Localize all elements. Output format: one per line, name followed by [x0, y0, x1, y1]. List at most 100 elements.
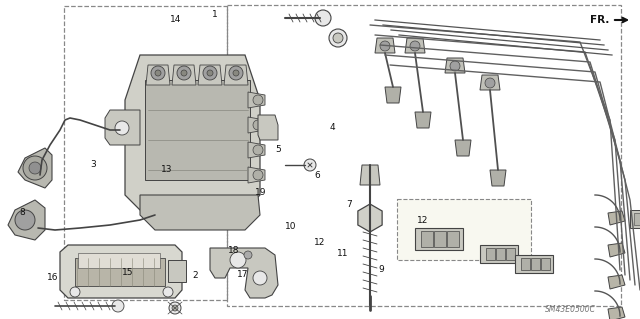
Text: 12: 12 [417, 216, 428, 225]
Polygon shape [405, 38, 425, 53]
Polygon shape [198, 65, 222, 85]
Circle shape [172, 305, 178, 311]
Polygon shape [445, 58, 465, 73]
Circle shape [410, 41, 420, 51]
Polygon shape [210, 248, 278, 298]
Circle shape [380, 41, 390, 51]
Circle shape [115, 121, 129, 135]
Bar [521, 258, 530, 270]
Polygon shape [248, 92, 265, 108]
Polygon shape [480, 75, 500, 90]
Bar [64, 6, 227, 300]
Bar [496, 248, 505, 260]
Bar [634, 213, 640, 225]
Text: 16: 16 [47, 273, 58, 282]
Circle shape [207, 70, 213, 76]
Polygon shape [146, 65, 170, 85]
Bar [480, 245, 518, 263]
Text: 7: 7 [346, 200, 351, 209]
Circle shape [450, 61, 460, 71]
Bar [145, 80, 250, 180]
Text: 8: 8 [20, 208, 25, 217]
Circle shape [315, 10, 331, 26]
Text: 5: 5 [276, 145, 281, 154]
Polygon shape [490, 170, 506, 186]
Circle shape [304, 159, 316, 171]
Circle shape [485, 78, 495, 88]
Text: 19: 19 [255, 189, 267, 197]
Polygon shape [415, 112, 431, 128]
Polygon shape [224, 65, 248, 85]
Text: 3: 3 [90, 160, 95, 169]
Text: SM43E0500C: SM43E0500C [545, 306, 595, 315]
Circle shape [169, 302, 181, 314]
Text: FR.: FR. [589, 15, 609, 25]
Circle shape [253, 95, 263, 105]
Text: 13: 13 [161, 165, 172, 174]
Circle shape [151, 66, 165, 80]
Circle shape [253, 170, 263, 180]
Text: 11: 11 [337, 249, 348, 258]
Text: 6: 6 [314, 171, 319, 180]
Bar [531, 258, 540, 270]
Bar [397, 199, 531, 260]
Polygon shape [608, 275, 625, 289]
Circle shape [177, 66, 191, 80]
Bar [421, 231, 433, 247]
Polygon shape [248, 117, 265, 133]
Circle shape [244, 251, 252, 259]
Polygon shape [375, 38, 395, 53]
Bar [486, 248, 495, 260]
Polygon shape [172, 65, 196, 85]
Bar [447, 231, 459, 247]
Circle shape [29, 162, 41, 174]
Circle shape [203, 66, 217, 80]
Bar [541, 258, 550, 270]
Polygon shape [358, 204, 382, 232]
Polygon shape [608, 307, 625, 319]
Text: 4: 4 [330, 123, 335, 132]
Circle shape [70, 287, 80, 297]
Bar [75, 258, 165, 286]
Text: 2: 2 [193, 271, 198, 280]
Circle shape [23, 156, 47, 180]
Circle shape [233, 70, 239, 76]
Circle shape [163, 287, 173, 297]
Circle shape [253, 120, 263, 130]
Polygon shape [608, 211, 625, 225]
Polygon shape [248, 167, 265, 183]
Text: 17: 17 [237, 270, 249, 279]
Bar [227, 5, 621, 306]
Bar [434, 231, 446, 247]
Circle shape [253, 145, 263, 155]
Bar [168, 260, 186, 282]
Polygon shape [385, 87, 401, 103]
Bar [515, 255, 553, 273]
Bar [78, 253, 160, 268]
Bar [630, 210, 640, 228]
Bar [415, 228, 463, 250]
Polygon shape [360, 165, 380, 185]
Circle shape [155, 70, 161, 76]
Polygon shape [140, 195, 260, 230]
Circle shape [112, 300, 124, 312]
Text: 10: 10 [285, 222, 297, 231]
Circle shape [230, 252, 246, 268]
Text: 12: 12 [314, 238, 326, 247]
Text: 15: 15 [122, 268, 134, 277]
Polygon shape [248, 142, 265, 158]
Text: 9: 9 [378, 265, 383, 274]
Circle shape [329, 29, 347, 47]
Circle shape [333, 33, 343, 43]
Polygon shape [258, 115, 278, 140]
Polygon shape [608, 243, 625, 257]
Bar [506, 248, 515, 260]
Polygon shape [18, 148, 52, 188]
Text: 14: 14 [170, 15, 182, 24]
Polygon shape [105, 110, 140, 145]
Circle shape [229, 66, 243, 80]
Polygon shape [455, 140, 471, 156]
Circle shape [181, 70, 187, 76]
Circle shape [15, 210, 35, 230]
Circle shape [253, 271, 267, 285]
